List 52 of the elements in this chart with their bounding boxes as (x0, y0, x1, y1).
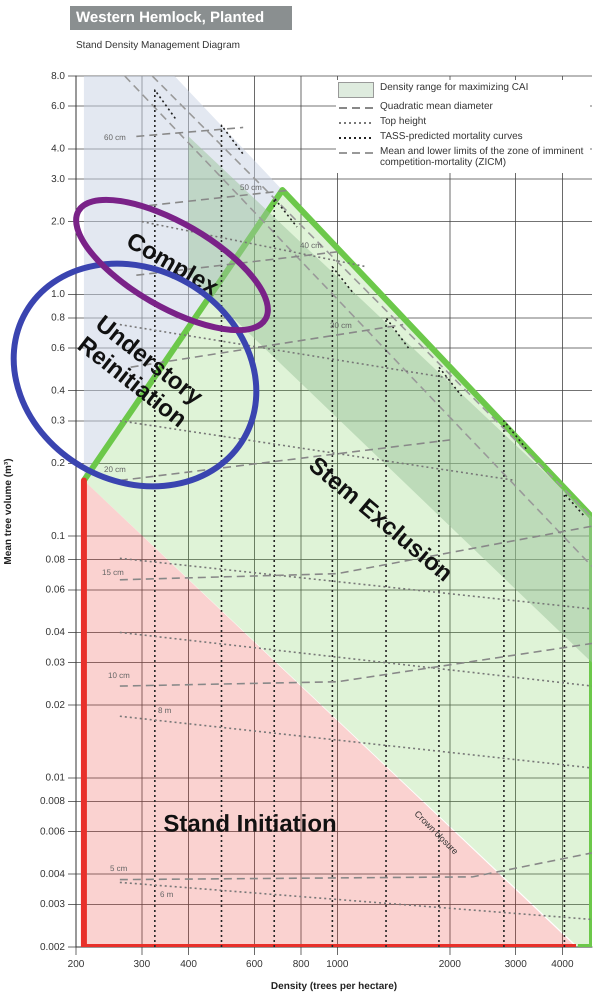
y-tick-label: 3.0 (51, 174, 66, 185)
annotation: 10 cm (108, 671, 130, 680)
annotation: 30 cm (330, 321, 352, 330)
y-tick-label: 0.006 (40, 826, 66, 838)
x-tick-label: 300 (133, 958, 151, 970)
x-tick-label: 400 (180, 958, 198, 970)
x-tick-label: 3000 (504, 958, 528, 970)
y-tick-label: 0.02 (46, 700, 66, 711)
y-tick-label: 0.002 (40, 942, 66, 953)
y-tick-label: 4.0 (51, 144, 66, 155)
y-tick-label: 0.1 (51, 530, 66, 542)
annotation: 15 cm (102, 568, 124, 578)
y-tick-label: 0.2 (51, 458, 66, 470)
x-tick-label: 2000 (438, 958, 462, 970)
legend-label: Top height (380, 116, 426, 127)
y-tick-label: 0.03 (46, 657, 66, 668)
legend-label: Quadratic mean diameter (380, 101, 493, 112)
y-tick-label: 0.008 (40, 796, 66, 808)
annotation: 20 cm (104, 465, 126, 474)
annotation: 8 m (158, 706, 172, 716)
annotation: 40 cm (300, 241, 322, 250)
x-tick-label: 4000 (551, 958, 574, 970)
chart-subtitle: Stand Density Management Diagram (76, 40, 240, 51)
x-tick-label: 1000 (326, 958, 349, 970)
x-tick-label: 200 (68, 958, 85, 970)
legend-label: Density range for maximizing CAI (380, 82, 528, 93)
y-tick-label: 6.0 (51, 100, 66, 112)
y-tick-label: 0.01 (46, 772, 66, 784)
y-tick-label: 0.04 (46, 627, 66, 638)
y-tick-label: 2.0 (51, 216, 66, 228)
legend-label: Mean and lower limits of the zone of imminent competition-mortality (ZICM) (380, 146, 584, 168)
y-tick-label: 0.4 (51, 385, 66, 396)
annotation: 5 cm (110, 864, 128, 874)
y-axis-title: Mean tree volume (m³) (2, 458, 14, 565)
annotation: 60 cm (104, 133, 126, 142)
y-tick-label: 0.3 (51, 416, 66, 427)
x-axis-title: Density (trees per hectare) (270, 980, 398, 992)
y-tick-label: 0.004 (40, 868, 66, 880)
annotation: Stand Initiation (163, 810, 337, 838)
annotation: 6 m (160, 890, 174, 900)
x-tick-label: 800 (292, 958, 310, 970)
chart-title: Western Hemlock, Planted (70, 6, 292, 30)
y-tick-label: 1.0 (51, 289, 66, 300)
y-tick-label: 0.6 (51, 342, 66, 354)
y-tick-label: 0.003 (40, 899, 66, 910)
legend-label: TASS-predicted mortality curves (380, 131, 523, 142)
y-tick-label: 0.08 (46, 554, 66, 566)
annotation: 50 cm (240, 183, 262, 192)
y-tick-label: 0.8 (51, 312, 66, 324)
x-tick-label: 600 (246, 958, 264, 970)
y-tick-label: 0.06 (46, 584, 66, 596)
y-tick-label: 8.0 (51, 70, 66, 82)
